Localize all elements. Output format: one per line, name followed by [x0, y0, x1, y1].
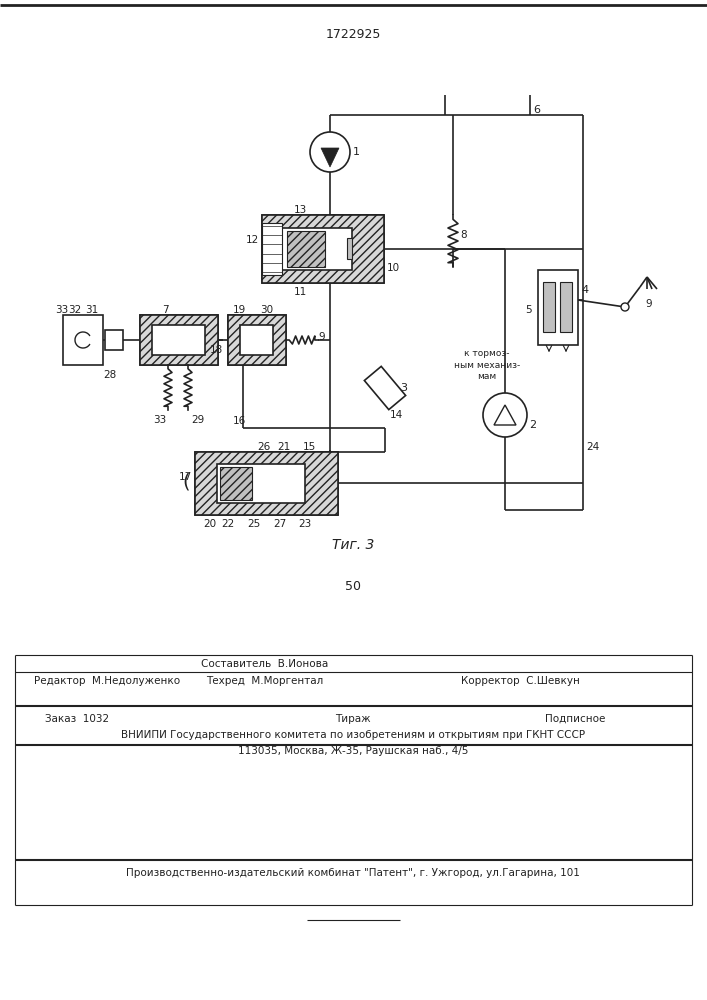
Text: 7: 7 [162, 305, 168, 315]
Bar [262, 215, 384, 283]
Text: 26: 26 [257, 442, 270, 452]
Text: 8: 8 [460, 230, 467, 240]
Text: 29: 29 [191, 415, 204, 425]
Text: 11: 11 [293, 287, 307, 297]
Text: 9: 9 [645, 299, 652, 309]
Text: 27: 27 [273, 519, 286, 529]
Polygon shape [321, 148, 339, 167]
Text: 15: 15 [303, 442, 316, 452]
Bar [140, 315, 218, 365]
Text: 3: 3 [400, 383, 407, 393]
Bar [538, 270, 578, 345]
Bar [282, 228, 352, 270]
Bar [195, 452, 338, 515]
Bar [347, 238, 352, 259]
Text: ВНИИПИ Государственного комитета по изобретениям и открытиям при ГКНТ СССР: ВНИИПИ Государственного комитета по изоб… [121, 730, 585, 740]
Bar [543, 282, 555, 332]
Text: Техред  М.Моргентал: Техред М.Моргентал [206, 676, 324, 686]
Bar [220, 467, 252, 500]
Bar [228, 315, 286, 365]
Text: 1722925: 1722925 [325, 28, 380, 41]
Text: Производственно-издательский комбинат "Патент", г. Ужгород, ул.Гагарина, 101: Производственно-издательский комбинат "П… [126, 868, 580, 878]
Text: 5: 5 [525, 305, 532, 315]
Text: 1: 1 [353, 147, 360, 157]
Text: 32: 32 [68, 305, 81, 315]
Text: 4: 4 [581, 285, 588, 295]
Text: 23: 23 [298, 519, 311, 529]
Text: 18: 18 [210, 345, 223, 355]
Bar [262, 223, 282, 275]
Bar [63, 315, 103, 365]
Text: 21: 21 [277, 442, 291, 452]
Bar [364, 366, 406, 410]
Text: 33: 33 [55, 305, 69, 315]
Text: 12: 12 [246, 235, 259, 245]
Text: 2: 2 [529, 420, 536, 430]
Text: Заказ  1032: Заказ 1032 [45, 714, 109, 724]
Text: 20: 20 [203, 519, 216, 529]
Text: Составитель  В.Ионова: Составитель В.Ионова [201, 659, 329, 669]
Text: Редактор  М.Недолуженко: Редактор М.Недолуженко [34, 676, 180, 686]
Text: 9: 9 [318, 332, 325, 342]
Text: Корректор  С.Шевкун: Корректор С.Шевкун [460, 676, 580, 686]
Text: 30: 30 [260, 305, 273, 315]
Text: 24: 24 [586, 442, 600, 452]
Text: 33: 33 [153, 415, 166, 425]
Bar [140, 315, 218, 365]
Bar [105, 330, 123, 350]
Bar [262, 215, 384, 283]
Text: 13: 13 [293, 205, 307, 215]
Text: 50: 50 [345, 580, 361, 593]
Bar [287, 231, 325, 267]
Circle shape [310, 132, 350, 172]
Bar [228, 315, 286, 365]
Text: 14: 14 [390, 410, 403, 420]
Text: 10: 10 [387, 263, 400, 273]
Polygon shape [494, 405, 516, 425]
Text: Τиг. 3: Τиг. 3 [332, 538, 374, 552]
Bar [217, 464, 305, 503]
Bar [195, 452, 338, 515]
Text: к тормоз-
ным механиз-
мам: к тормоз- ным механиз- мам [454, 349, 520, 381]
Bar [152, 325, 205, 355]
Text: 6: 6 [533, 105, 540, 115]
Text: Тираж: Тираж [335, 714, 370, 724]
Text: 17: 17 [179, 472, 192, 482]
Text: (: ( [182, 472, 190, 491]
Bar [240, 325, 273, 355]
Circle shape [621, 303, 629, 311]
Text: 22: 22 [221, 519, 234, 529]
Circle shape [483, 393, 527, 437]
Text: 19: 19 [233, 305, 246, 315]
Text: 28: 28 [103, 370, 116, 380]
Text: 25: 25 [247, 519, 260, 529]
Text: Подписное: Подписное [545, 714, 605, 724]
Text: 113035, Москва, Ж-35, Раушская наб., 4/5: 113035, Москва, Ж-35, Раушская наб., 4/5 [238, 746, 468, 756]
Text: 31: 31 [85, 305, 98, 315]
Bar [560, 282, 572, 332]
Text: 16: 16 [233, 416, 246, 426]
